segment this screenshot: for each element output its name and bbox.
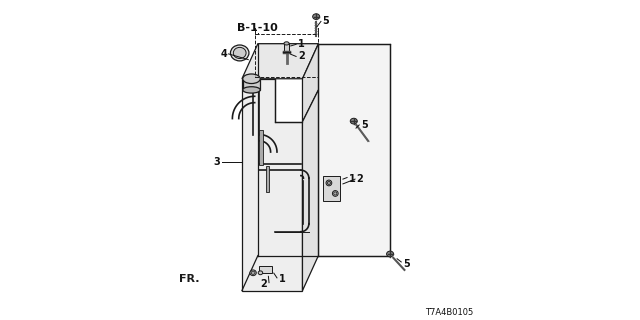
Ellipse shape <box>313 14 320 20</box>
Text: 1: 1 <box>278 274 285 284</box>
Polygon shape <box>259 267 271 273</box>
Ellipse shape <box>258 271 262 275</box>
Text: 2: 2 <box>260 279 268 289</box>
Ellipse shape <box>326 180 332 186</box>
Text: 1: 1 <box>298 39 305 49</box>
Text: 5: 5 <box>323 16 330 27</box>
Text: FR.: FR. <box>179 274 200 284</box>
Text: T7A4B0105: T7A4B0105 <box>425 308 473 317</box>
Ellipse shape <box>251 271 255 274</box>
Polygon shape <box>303 90 319 291</box>
Ellipse shape <box>327 181 330 185</box>
Text: 2: 2 <box>298 52 305 61</box>
Text: 5: 5 <box>403 259 410 268</box>
Polygon shape <box>242 44 319 79</box>
Ellipse shape <box>350 118 357 124</box>
Ellipse shape <box>234 47 246 59</box>
Text: B-1-10: B-1-10 <box>237 23 277 33</box>
Ellipse shape <box>387 251 394 257</box>
Ellipse shape <box>243 87 260 93</box>
Ellipse shape <box>243 74 260 84</box>
Ellipse shape <box>332 191 338 196</box>
Polygon shape <box>259 130 263 165</box>
Text: 3: 3 <box>214 156 220 167</box>
Polygon shape <box>323 176 340 201</box>
Polygon shape <box>243 79 260 90</box>
Text: 5: 5 <box>361 120 367 130</box>
Ellipse shape <box>250 270 256 276</box>
Polygon shape <box>303 44 319 122</box>
Polygon shape <box>284 44 289 52</box>
Ellipse shape <box>284 42 289 45</box>
Text: 4: 4 <box>220 49 227 59</box>
Polygon shape <box>242 79 303 291</box>
Polygon shape <box>258 44 390 256</box>
Text: 1: 1 <box>349 174 355 184</box>
Polygon shape <box>266 166 269 192</box>
Text: 2: 2 <box>356 174 364 184</box>
Bar <box>255 34 319 77</box>
Ellipse shape <box>230 45 249 61</box>
Ellipse shape <box>333 192 337 195</box>
